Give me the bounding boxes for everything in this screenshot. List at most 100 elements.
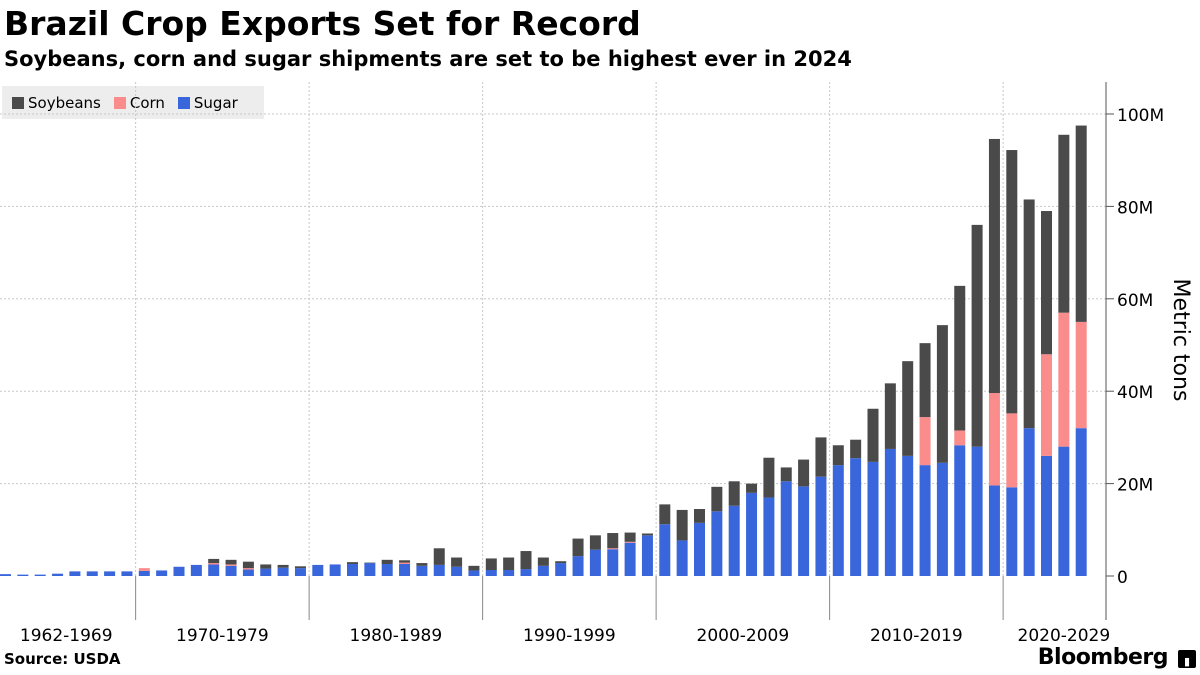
bar-sugar-1989 [468, 570, 480, 576]
bar-soybeans-1983 [364, 562, 376, 564]
x-tick-label-6: 2020-2029 [1018, 626, 1111, 646]
bar-sugar-1993 [537, 565, 549, 576]
bar-sugar-2008 [798, 486, 810, 576]
bar-soybeans-1999 [641, 533, 653, 536]
bar-corn-2015 [919, 417, 931, 466]
bar-sugar-1983 [364, 563, 376, 576]
bar-sugar-2000 [659, 524, 671, 576]
bloomberg-logo: Bloomberg [1037, 645, 1169, 670]
bar-corn-1976 [242, 568, 254, 570]
bar-soybeans-2019 [988, 138, 1000, 394]
bar-soybeans-1997 [607, 533, 619, 549]
bar-sugar-1987 [433, 564, 445, 576]
legend-swatch-soybeans [12, 96, 24, 109]
bar-soybeans-1993 [537, 557, 549, 566]
bar-sugar-2019 [988, 485, 1000, 576]
bar-sugar-1986 [416, 565, 428, 576]
bar-sugar-1982 [347, 563, 358, 576]
bar-sugar-1991 [503, 569, 515, 576]
bar-soybeans-2003 [711, 486, 723, 512]
bar-soybeans-1979 [294, 566, 306, 569]
bar-sugar-1997 [607, 549, 619, 576]
bar-sugar-1968 [104, 571, 116, 576]
bar-corn-2019 [988, 393, 1000, 486]
legend-item-sugar: Sugar [177, 93, 238, 112]
x-axis-labels: 1962-1969 1970-1979 1980-1989 1990-1999 2000… [20, 626, 1110, 646]
bar-soybeans-1987 [433, 548, 445, 565]
bar-sugar-2017 [954, 445, 966, 576]
bar-corn-2024 [1075, 321, 1087, 429]
bar-soybeans-2000 [659, 504, 671, 525]
bar-soybeans-1996 [589, 535, 601, 550]
y-axis-title: Metric tons [1168, 279, 1193, 402]
y-tick-label-40: 40M [1117, 383, 1153, 403]
source-note: Source: USDA [4, 650, 121, 668]
bar-sugar-1998 [624, 542, 636, 576]
bar-sugar-1981 [329, 564, 341, 576]
bar-sugar-2016 [936, 462, 948, 576]
legend-swatch-sugar [177, 96, 190, 109]
bar-sugar-2021 [1023, 428, 1035, 576]
bloomberg-logo-icon: ▮ [1178, 650, 1196, 668]
bar-sugar-1974 [208, 564, 220, 576]
bar-sugar-1973 [190, 564, 202, 576]
bar-sugar-2004 [728, 505, 740, 576]
bar-soybeans-2022 [1041, 211, 1052, 355]
bar-soybeans-1985 [399, 560, 411, 563]
bar-sugar-2003 [711, 511, 723, 576]
bar-soybeans-1984 [381, 559, 393, 564]
bar-soybeans-2013 [884, 383, 896, 449]
bar-sugar-1976 [242, 569, 254, 576]
legend-label-sugar: Sugar [193, 93, 238, 112]
y-tick-label-80: 80M [1117, 198, 1153, 218]
bar-soybeans-2008 [798, 459, 810, 487]
bar-sugar-2022 [1041, 455, 1052, 576]
bar-sugar-1990 [485, 569, 497, 576]
bar-sugar-2011 [850, 458, 862, 576]
bar-sugar-1965 [52, 573, 64, 576]
bar-soybeans-1986 [416, 563, 428, 566]
bar-corn-1970 [138, 568, 150, 571]
bar-sugar-2009 [815, 476, 827, 576]
bar-sugar-1977 [260, 568, 272, 576]
bar-sugar-2007 [780, 481, 792, 576]
bar-sugar-1972 [173, 566, 185, 576]
bar-soybeans-2015 [919, 343, 931, 418]
bar-corn-1975 [225, 564, 237, 566]
y-axis: 0 20M 40M 60M 80M 100M [1105, 82, 1164, 620]
chart-title: Brazil Crop Exports Set for Record [4, 4, 641, 43]
bar-sugar-1980 [312, 564, 324, 576]
bar-sugar-2006 [763, 497, 775, 576]
bar-sugar-1988 [451, 566, 463, 576]
bar-sugar-2013 [884, 448, 896, 576]
bar-sugar-1984 [381, 563, 393, 576]
x-tick-label-3: 1990-1999 [523, 626, 616, 646]
bar-soybeans-1982 [347, 562, 358, 564]
bar-soybeans-1988 [451, 557, 463, 567]
bar-soybeans-2014 [902, 361, 914, 456]
bar-soybeans-2011 [850, 439, 862, 459]
bar-soybeans-1991 [503, 557, 515, 570]
bar-corn-2023 [1058, 312, 1070, 447]
legend-item-corn: Corn [113, 94, 165, 112]
bar-sugar-2012 [867, 461, 879, 576]
bar-sugar-2005 [746, 492, 758, 576]
bar-corn-1998 [624, 541, 636, 543]
bar-soybeans-1974 [208, 558, 220, 564]
bar-soybeans-1995 [572, 538, 584, 557]
bar-soybeans-2024 [1075, 125, 1087, 322]
bar-soybeans-2021 [1023, 199, 1035, 429]
bar-soybeans-2023 [1058, 134, 1070, 313]
bar-sugar-1966 [69, 571, 81, 576]
x-tick-label-0: 1962-1969 [20, 626, 113, 646]
x-tick-label-4: 2000-2009 [697, 626, 790, 646]
bar-sugar-1985 [399, 563, 411, 576]
bar-sugar-1995 [572, 556, 584, 576]
bar-soybeans-1990 [485, 558, 497, 570]
bar-corn-1997 [607, 548, 619, 550]
bar-sugar-1963 [17, 574, 29, 576]
bar-sugar-1967 [86, 571, 98, 576]
bar-soybeans-2002 [694, 509, 705, 523]
bar-sugar-2010 [832, 465, 844, 576]
bar-corn-2017 [954, 430, 966, 446]
